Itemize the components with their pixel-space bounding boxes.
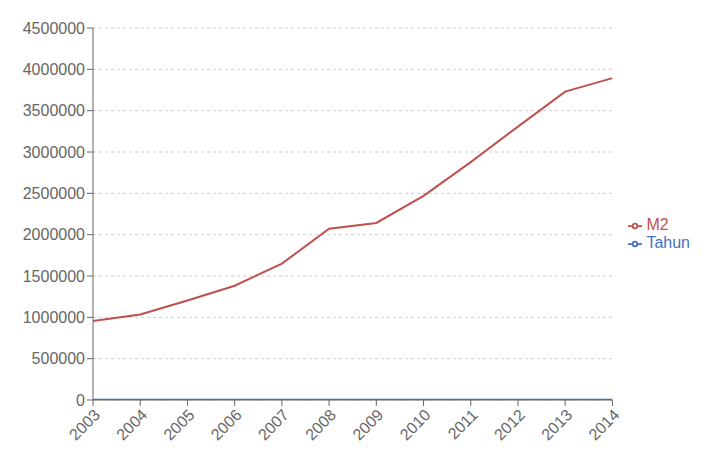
svg-text:2000000: 2000000: [23, 226, 85, 243]
svg-text:2004: 2004: [113, 406, 150, 443]
svg-text:2009: 2009: [349, 406, 386, 443]
svg-text:2006: 2006: [208, 406, 245, 443]
svg-text:1500000: 1500000: [23, 268, 85, 285]
svg-text:2500000: 2500000: [23, 185, 85, 202]
svg-text:4000000: 4000000: [23, 61, 85, 78]
svg-text:1000000: 1000000: [23, 309, 85, 326]
svg-text:2012: 2012: [491, 406, 528, 443]
svg-text:2007: 2007: [255, 406, 292, 443]
svg-text:3500000: 3500000: [23, 102, 85, 119]
svg-text:2003: 2003: [66, 406, 103, 443]
svg-text:500000: 500000: [32, 350, 85, 367]
svg-text:0: 0: [76, 392, 85, 409]
svg-text:2011: 2011: [445, 406, 481, 442]
svg-text:2010: 2010: [396, 406, 433, 443]
svg-text:2014: 2014: [585, 406, 622, 443]
html-text:M2: M2: [646, 216, 669, 233]
svg-text:2008: 2008: [302, 406, 339, 443]
html-text:Tahun: Tahun: [646, 234, 690, 251]
svg-text:2013: 2013: [538, 406, 575, 443]
svg-text:3000000: 3000000: [23, 144, 85, 161]
svg-text:2005: 2005: [160, 406, 197, 443]
svg-text:4500000: 4500000: [23, 20, 85, 37]
